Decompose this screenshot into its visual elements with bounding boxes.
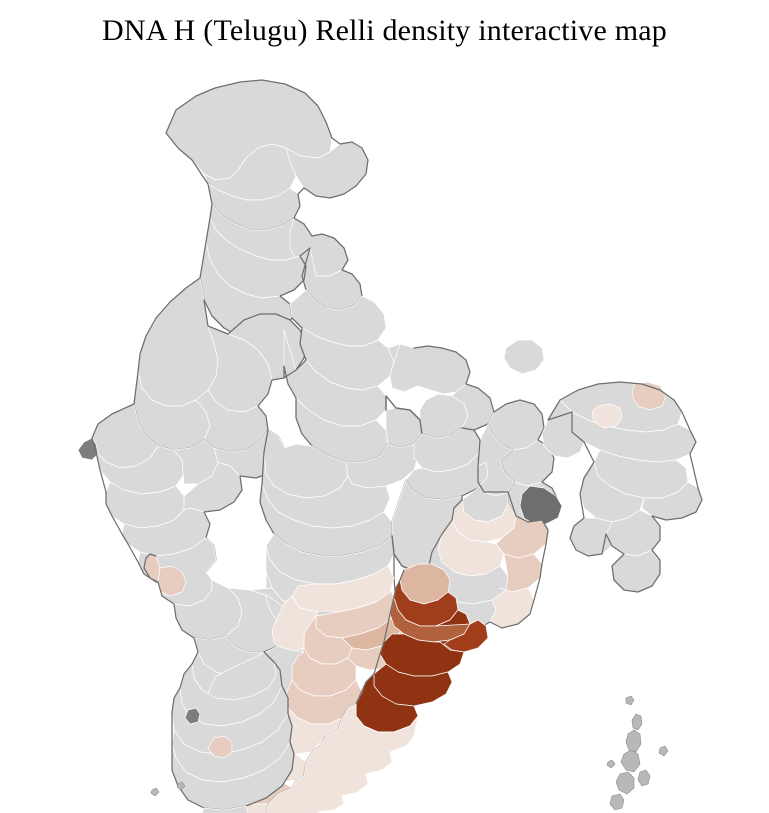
india-choropleth-map[interactable] xyxy=(0,48,769,813)
map-svg[interactable] xyxy=(0,48,769,813)
district-region xyxy=(208,736,232,758)
andaman-nicobar-islands xyxy=(606,695,669,811)
district-region xyxy=(272,596,318,652)
district-region xyxy=(248,704,418,813)
district-region xyxy=(592,404,622,428)
district-region xyxy=(185,708,200,724)
state-boundary xyxy=(392,496,462,572)
district-region xyxy=(500,554,542,592)
district-region xyxy=(390,344,470,394)
district-region xyxy=(520,486,562,524)
lakshadweep-islands xyxy=(150,781,186,797)
state-boundary xyxy=(200,204,362,340)
state-boundary xyxy=(548,382,702,592)
map-base-layer xyxy=(78,80,702,813)
district-region xyxy=(504,340,544,374)
page-title: DNA H (Telugu) Relli density interactive… xyxy=(102,14,667,47)
district-region xyxy=(196,806,250,813)
district-region xyxy=(444,620,488,652)
